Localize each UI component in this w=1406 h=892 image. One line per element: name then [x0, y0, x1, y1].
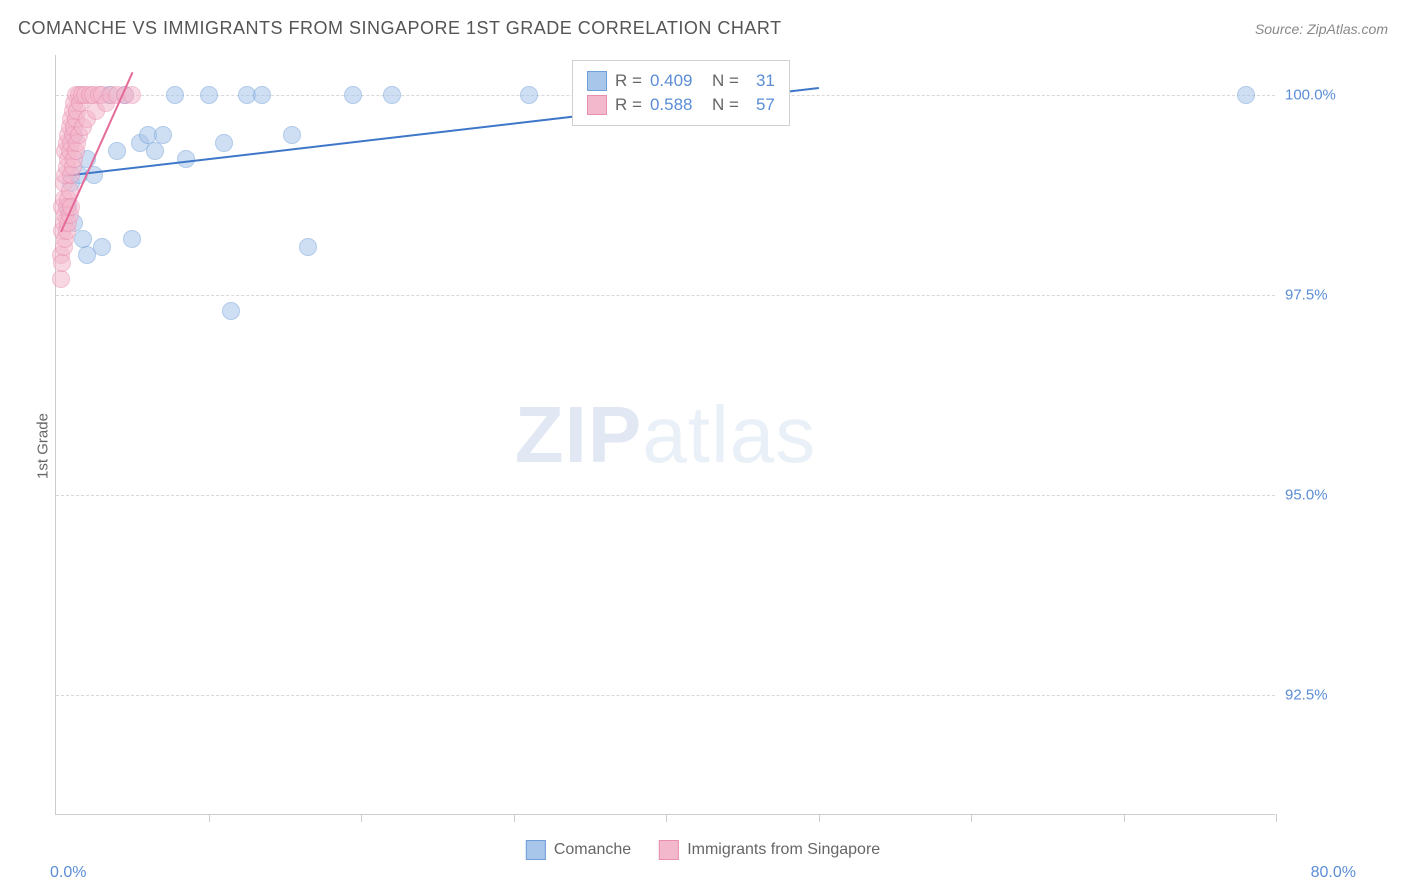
gridline — [56, 495, 1275, 496]
legend-item-singapore: Immigrants from Singapore — [659, 840, 880, 860]
x-tick — [1276, 814, 1277, 822]
y-tick-label: 95.0% — [1285, 487, 1355, 504]
legend-label: Comanche — [554, 841, 631, 859]
watermark: ZIPatlas — [515, 389, 816, 481]
stat-legend-row: R =0.409N =31 — [587, 69, 775, 93]
data-point — [146, 142, 164, 160]
data-point — [222, 302, 240, 320]
legend-swatch-icon — [587, 95, 607, 115]
x-tick — [514, 814, 515, 822]
scatter-chart: ZIPatlas 92.5%95.0%97.5%100.0%R =0.409N … — [55, 55, 1275, 815]
chart-source: Source: ZipAtlas.com — [1255, 21, 1388, 37]
data-point — [253, 86, 271, 104]
legend-item-comanche: Comanche — [526, 840, 631, 860]
y-tick-label: 92.5% — [1285, 687, 1355, 704]
data-point — [52, 270, 70, 288]
x-tick — [819, 814, 820, 822]
data-point — [123, 230, 141, 248]
gridline — [56, 295, 1275, 296]
legend-swatch-icon — [526, 840, 546, 860]
x-tick — [971, 814, 972, 822]
data-point — [520, 86, 538, 104]
data-point — [383, 86, 401, 104]
data-point — [215, 134, 233, 152]
x-tick — [666, 814, 667, 822]
data-point — [200, 86, 218, 104]
data-point — [344, 86, 362, 104]
data-point — [108, 142, 126, 160]
data-point — [283, 126, 301, 144]
x-tick — [209, 814, 210, 822]
data-point — [53, 254, 71, 272]
data-point — [154, 126, 172, 144]
y-tick-label: 97.5% — [1285, 287, 1355, 304]
data-point — [299, 238, 317, 256]
gridline — [56, 695, 1275, 696]
chart-title: COMANCHE VS IMMIGRANTS FROM SINGAPORE 1S… — [18, 18, 782, 39]
data-point — [166, 86, 184, 104]
series-legend: Comanche Immigrants from Singapore — [526, 840, 880, 860]
x-tick — [1124, 814, 1125, 822]
y-tick-label: 100.0% — [1285, 87, 1355, 104]
legend-swatch-icon — [587, 71, 607, 91]
stat-legend-row: R =0.588N =57 — [587, 93, 775, 117]
y-axis-title: 1st Grade — [34, 413, 51, 479]
legend-label: Immigrants from Singapore — [687, 841, 880, 859]
legend-swatch-icon — [659, 840, 679, 860]
data-point — [1237, 86, 1255, 104]
chart-header: COMANCHE VS IMMIGRANTS FROM SINGAPORE 1S… — [18, 18, 1388, 39]
x-tick — [361, 814, 362, 822]
stat-legend: R =0.409N =31R =0.588N =57 — [572, 60, 790, 126]
data-point — [93, 238, 111, 256]
x-axis-max-label: 80.0% — [1311, 864, 1356, 882]
x-axis-min-label: 0.0% — [50, 864, 86, 882]
